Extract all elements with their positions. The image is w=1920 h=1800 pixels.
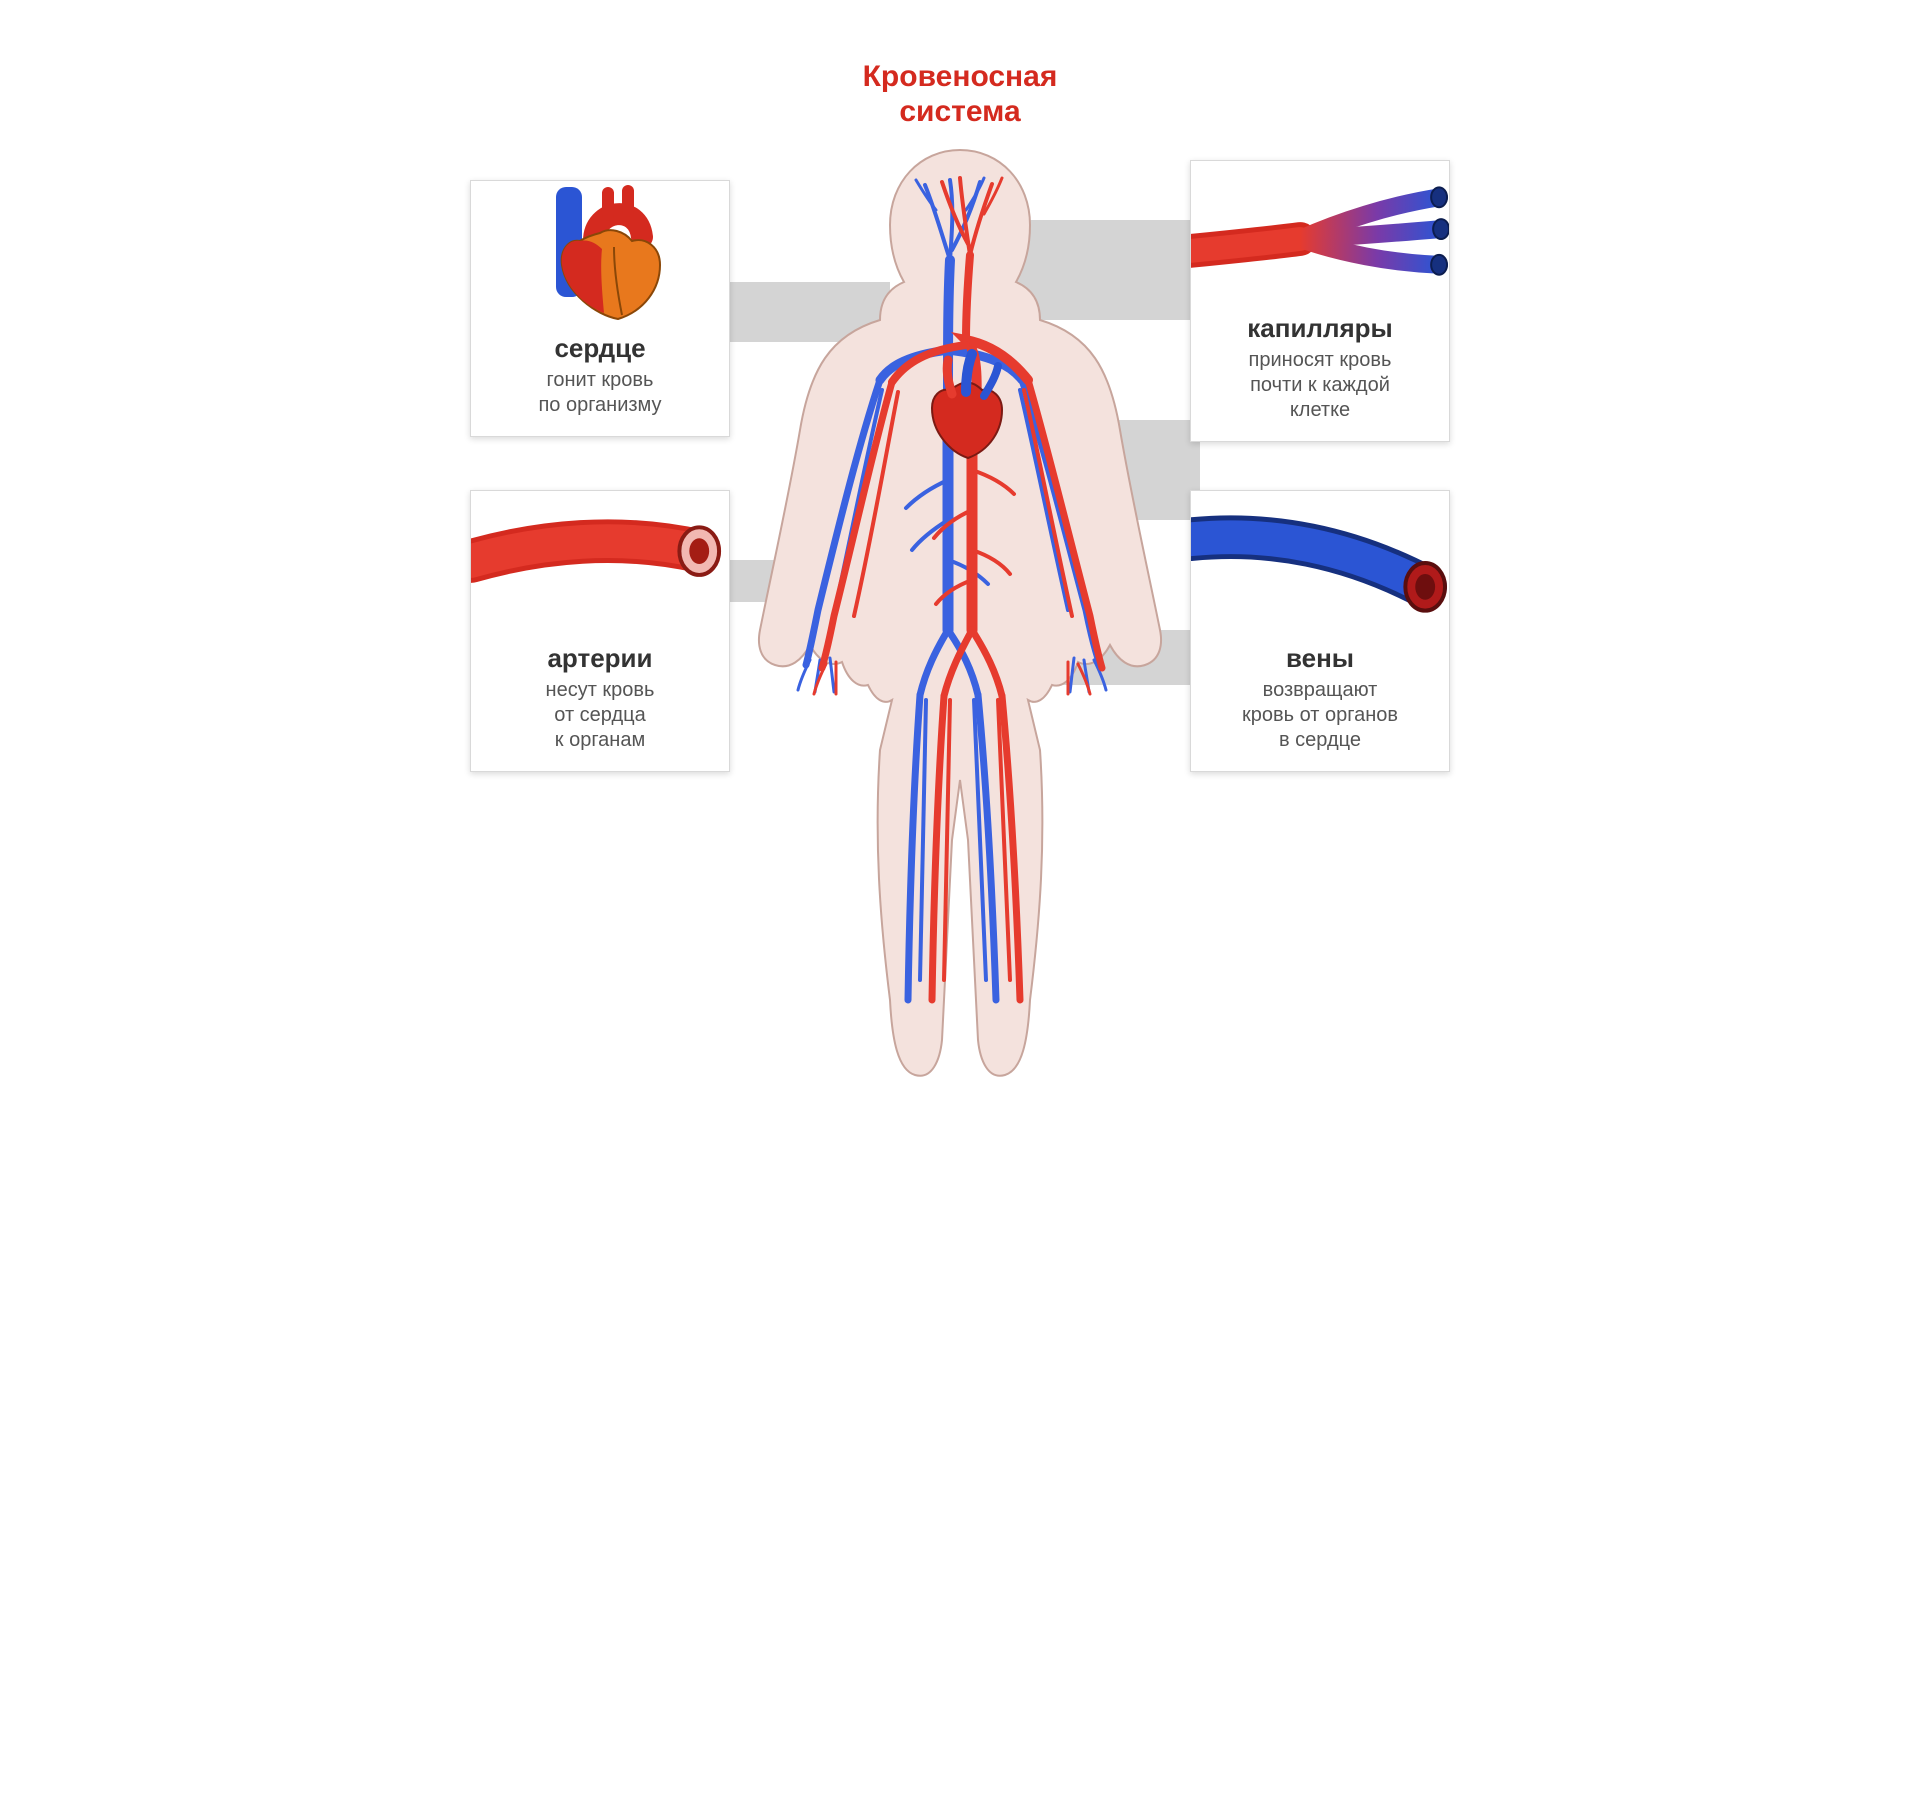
page-title: Кровеносная система xyxy=(390,60,1530,129)
card-heart-title: сердце xyxy=(471,333,729,364)
card-veins-desc: возвращают кровь от органов в сердце xyxy=(1191,678,1449,753)
card-veins: вены возвращают кровь от органов в сердц… xyxy=(1190,490,1450,772)
capillary-icon xyxy=(1191,161,1449,311)
body-diagram xyxy=(740,140,1180,1090)
card-arteries-desc: несут кровь от сердца к органам xyxy=(471,678,729,753)
title-line-1: Кровеносная xyxy=(390,60,1530,95)
card-heart-desc: гонит кровь по организму xyxy=(471,368,729,418)
title-line-2: система xyxy=(390,95,1530,130)
infographic-stage: Кровеносная система xyxy=(390,60,1530,1100)
vein-icon xyxy=(1191,491,1449,641)
heart-icon xyxy=(471,181,729,331)
card-veins-title: вены xyxy=(1191,643,1449,674)
card-capillaries: капилляры приносят кровь почти к каждой … xyxy=(1190,160,1450,442)
card-capillaries-title: капилляры xyxy=(1191,313,1449,344)
card-capillaries-desc: приносят кровь почти к каждой клетке xyxy=(1191,348,1449,423)
card-arteries-title: артерии xyxy=(471,643,729,674)
artery-icon xyxy=(471,491,729,641)
card-arteries: артерии несут кровь от сердца к органам xyxy=(470,490,730,772)
card-heart: сердце гонит кровь по организму xyxy=(470,180,730,437)
